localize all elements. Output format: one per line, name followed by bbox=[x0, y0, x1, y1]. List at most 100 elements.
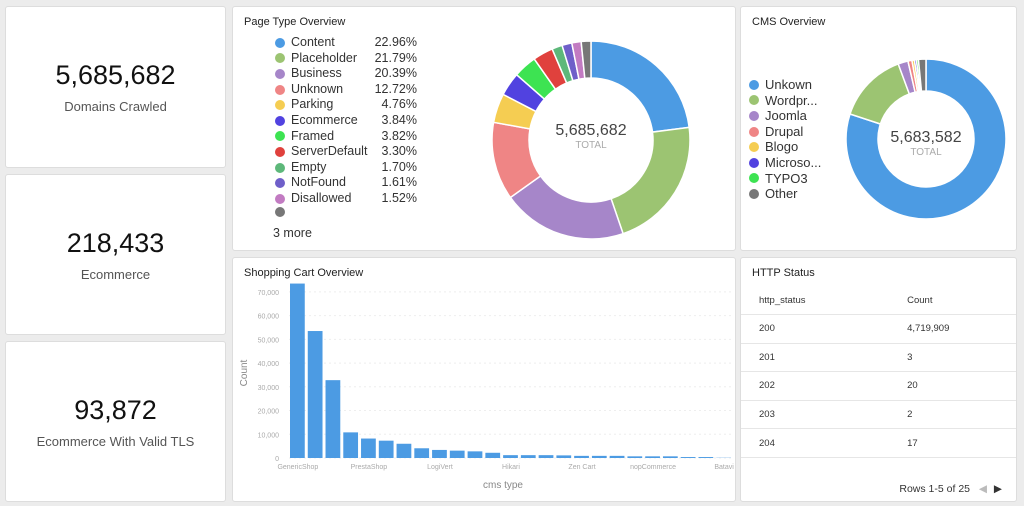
shopping-cart-bar-chart: 0 10,000 20,000 30,000 40,000 50,000 60,000 70,… bbox=[239, 283, 734, 491]
legend-label: Joomla bbox=[765, 108, 807, 124]
legend-item[interactable]: Placeholder 21.79% bbox=[275, 51, 417, 67]
bar[interactable] bbox=[680, 457, 696, 458]
legend-label: Microso... bbox=[765, 154, 822, 170]
legend-item[interactable]: Microso... bbox=[749, 155, 821, 171]
legend-swatch bbox=[275, 53, 285, 64]
legend-value: 21.79% bbox=[374, 50, 417, 65]
bar[interactable] bbox=[361, 438, 376, 458]
bar[interactable] bbox=[485, 452, 501, 458]
kpi-label: Domains Crawled bbox=[64, 99, 167, 114]
legend-label: Wordpr... bbox=[765, 92, 818, 108]
cell: 2 bbox=[907, 400, 1016, 430]
bar[interactable] bbox=[698, 457, 714, 458]
legend-item[interactable]: Content 22.96% bbox=[275, 35, 417, 51]
legend-item[interactable]: Business 20.39% bbox=[275, 66, 417, 82]
pager-text: Rows 1-5 of 25 bbox=[899, 483, 970, 495]
legend-label: ServerDefault bbox=[291, 144, 368, 159]
page-type-donut bbox=[492, 41, 690, 239]
legend-item[interactable]: Disallowed 1.52% bbox=[275, 191, 417, 207]
bar[interactable] bbox=[574, 455, 589, 458]
legend-item[interactable]: Parking 4.76% bbox=[275, 97, 417, 113]
legend-value: 12.72% bbox=[374, 81, 417, 96]
bar[interactable] bbox=[609, 455, 625, 458]
table-row: 202 20 bbox=[741, 371, 1016, 401]
x-tick-label: Batavi bbox=[714, 464, 734, 471]
bar[interactable] bbox=[307, 331, 323, 458]
y-tick-label: 20,000 bbox=[258, 409, 280, 416]
donut-slice[interactable] bbox=[580, 41, 592, 80]
bar[interactable] bbox=[432, 449, 447, 458]
column-header[interactable]: http_status bbox=[741, 286, 908, 315]
legend-item[interactable]: Empty 1.70% bbox=[275, 160, 417, 176]
legend-item[interactable]: ServerDefault 3.30% bbox=[275, 144, 417, 160]
shopping-cart-panel: Shopping Cart Overview 0 10,000 20,000 30,0… bbox=[232, 257, 736, 502]
bar[interactable] bbox=[414, 448, 430, 458]
legend-swatch bbox=[275, 206, 285, 217]
donut-total-label: TOTAL bbox=[910, 147, 942, 158]
more-link[interactable]: 3 more bbox=[273, 226, 312, 240]
kpi-value: 5,685,682 bbox=[55, 60, 176, 90]
donut-total: 5,683,582 bbox=[890, 129, 962, 146]
legend-label: Unknown bbox=[291, 81, 344, 96]
legend-item[interactable]: Drupal bbox=[749, 124, 821, 140]
legend-swatch bbox=[275, 115, 285, 126]
bar[interactable] bbox=[449, 450, 465, 458]
http-status-panel: HTTP Status http_status Count 200 4,719,90… bbox=[740, 257, 1017, 502]
prev-page-icon[interactable]: ◀ bbox=[978, 483, 987, 495]
legend-label: Parking bbox=[291, 97, 334, 112]
legend-item[interactable]: Wordpr... bbox=[749, 93, 821, 109]
bar[interactable] bbox=[645, 456, 660, 458]
bar[interactable] bbox=[503, 455, 518, 458]
donut-total-label: TOTAL bbox=[575, 140, 607, 151]
donut-slice[interactable] bbox=[846, 59, 1006, 219]
pagination: Rows 1-5 of 25 ◀ ▶ bbox=[899, 483, 1002, 495]
bar[interactable] bbox=[325, 380, 341, 458]
donut-slice[interactable] bbox=[917, 59, 927, 93]
legend-item[interactable]: Other bbox=[749, 186, 821, 202]
legend-label: Empty bbox=[291, 159, 327, 174]
y-tick-label: 50,000 bbox=[258, 337, 280, 344]
legend-item[interactable]: Ecommerce 3.84% bbox=[275, 113, 417, 129]
legend-swatch bbox=[275, 146, 285, 157]
legend-item[interactable]: Unkown bbox=[749, 77, 821, 93]
legend-value: 1.52% bbox=[381, 190, 417, 205]
legend-value: 22.96% bbox=[374, 35, 417, 49]
legend-item[interactable] bbox=[275, 206, 417, 217]
table-header: http_status Count bbox=[741, 286, 1016, 315]
donut-slice[interactable] bbox=[849, 63, 911, 125]
legend-swatch bbox=[275, 37, 285, 48]
bar[interactable] bbox=[290, 283, 305, 458]
bar[interactable] bbox=[467, 451, 483, 458]
legend-label: Other bbox=[765, 186, 798, 202]
legend-item[interactable]: TYPO3 bbox=[749, 171, 821, 187]
cell: 3 bbox=[907, 343, 1016, 373]
bar[interactable] bbox=[662, 456, 678, 458]
legend-item[interactable]: Joomla bbox=[749, 108, 821, 124]
legend-value: 20.39% bbox=[374, 66, 417, 81]
bar[interactable] bbox=[556, 455, 572, 458]
legend-item[interactable]: NotFound 1.61% bbox=[275, 175, 417, 191]
legend-swatch bbox=[275, 100, 285, 111]
cms-legend: Unkown Wordpr... Joomla Drupal Blogo Microso.… bbox=[749, 77, 821, 202]
y-tick-label: 30,000 bbox=[258, 385, 280, 392]
cell: 200 bbox=[741, 314, 908, 344]
x-tick-label: Zen Cart bbox=[568, 464, 595, 471]
bar[interactable] bbox=[396, 443, 412, 458]
column-header[interactable]: Count bbox=[907, 286, 1016, 315]
bar[interactable] bbox=[520, 455, 536, 458]
next-page-icon[interactable]: ▶ bbox=[993, 483, 1002, 495]
bar[interactable] bbox=[378, 440, 394, 458]
bar[interactable] bbox=[591, 455, 607, 458]
legend-label: Content bbox=[291, 35, 335, 49]
donut-slice[interactable] bbox=[590, 41, 690, 133]
legend-item[interactable]: Framed 3.82% bbox=[275, 129, 417, 145]
bar[interactable] bbox=[627, 456, 643, 458]
legend-item[interactable]: Unknown 12.72% bbox=[275, 82, 417, 98]
legend-item[interactable]: Blogo bbox=[749, 139, 821, 155]
bar[interactable] bbox=[343, 432, 359, 458]
cell: 204 bbox=[741, 428, 908, 458]
cell: 201 bbox=[741, 343, 908, 373]
legend-label: Placeholder bbox=[291, 50, 358, 65]
bar[interactable] bbox=[538, 455, 554, 458]
donut-center: 5,683,582 TOTAL bbox=[846, 129, 1006, 158]
